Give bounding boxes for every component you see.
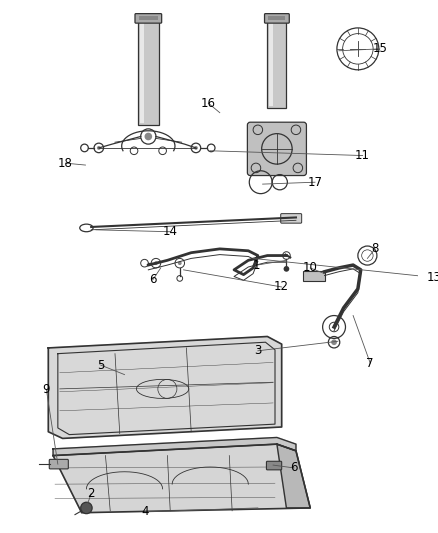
Text: 7: 7 (367, 357, 374, 370)
Polygon shape (48, 336, 282, 439)
Text: 8: 8 (371, 243, 379, 255)
Circle shape (81, 502, 92, 514)
Text: 6: 6 (290, 462, 298, 474)
Circle shape (331, 340, 337, 345)
Text: 17: 17 (307, 176, 322, 189)
FancyBboxPatch shape (266, 461, 282, 470)
Text: 4: 4 (142, 505, 149, 518)
FancyBboxPatch shape (303, 271, 325, 281)
Circle shape (145, 133, 152, 140)
FancyBboxPatch shape (140, 22, 144, 123)
FancyBboxPatch shape (135, 14, 162, 23)
Text: 16: 16 (201, 96, 216, 110)
Circle shape (194, 146, 198, 150)
Text: 6: 6 (149, 273, 157, 286)
Text: 13: 13 (427, 271, 438, 284)
FancyBboxPatch shape (267, 20, 286, 108)
FancyBboxPatch shape (247, 122, 307, 175)
Text: 2: 2 (88, 487, 95, 500)
Text: 3: 3 (254, 344, 261, 357)
Text: 9: 9 (42, 383, 50, 397)
FancyBboxPatch shape (139, 17, 158, 20)
Polygon shape (53, 444, 310, 513)
FancyBboxPatch shape (265, 14, 289, 23)
Circle shape (97, 146, 101, 150)
FancyBboxPatch shape (268, 17, 286, 20)
FancyBboxPatch shape (138, 20, 159, 125)
Text: 12: 12 (274, 280, 289, 294)
Circle shape (178, 261, 182, 265)
Circle shape (154, 261, 158, 265)
Text: 18: 18 (58, 157, 73, 169)
Text: 14: 14 (163, 225, 178, 238)
Text: 15: 15 (372, 42, 387, 55)
Text: 10: 10 (303, 261, 318, 274)
FancyBboxPatch shape (269, 22, 273, 106)
Text: 1: 1 (253, 259, 261, 272)
Text: 5: 5 (97, 359, 104, 372)
FancyBboxPatch shape (281, 214, 302, 223)
Polygon shape (277, 444, 310, 508)
Circle shape (283, 266, 289, 272)
FancyBboxPatch shape (49, 459, 68, 469)
Polygon shape (53, 438, 296, 456)
Text: 11: 11 (355, 149, 370, 162)
